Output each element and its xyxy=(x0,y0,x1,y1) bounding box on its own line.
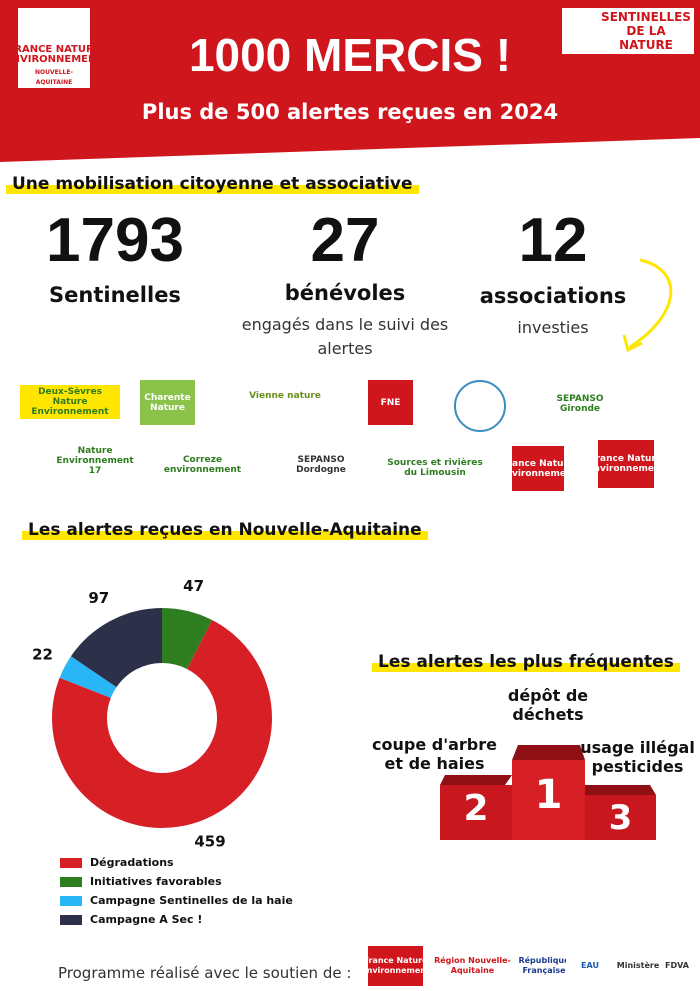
donut-slice xyxy=(59,656,117,698)
partner-logo: FNE xyxy=(368,380,413,425)
donut-chart: 47 459 22 97 xyxy=(32,577,273,851)
header-band xyxy=(0,0,700,162)
stat-label: bénévoles xyxy=(284,281,406,305)
value-label: 97 xyxy=(88,589,109,607)
logo-text: FRANCE NATURE ENVIRONNEMENT xyxy=(4,44,104,65)
stat-number: 27 xyxy=(310,206,380,275)
legend-swatch xyxy=(60,877,82,887)
sponsor-logo: Région Nouvelle-Aquitaine xyxy=(430,946,515,986)
section-heading: Les alertes les plus fréquentes xyxy=(372,652,680,672)
sponsor-logo: République Française xyxy=(518,946,570,986)
value-label: 22 xyxy=(32,646,53,664)
partner-logo: France Nature Environnement xyxy=(499,446,577,491)
logo-text: NOUVELLE-AQUITAINE xyxy=(35,69,73,86)
arrow xyxy=(622,258,673,353)
donut-slice xyxy=(162,608,213,670)
logo-text: SENTINELLES DE LA NATURE xyxy=(601,10,691,52)
sponsor-logo: EAU xyxy=(566,946,614,986)
stat-detail: investies xyxy=(517,318,589,337)
podium-label: usage illégal pesticides xyxy=(580,738,695,776)
sponsor-logo: FDVA xyxy=(660,946,694,986)
legend-swatch xyxy=(60,858,82,868)
donut-slice xyxy=(70,608,162,688)
partner-logo: Nature Environnement 17 xyxy=(56,438,134,484)
logo-box xyxy=(18,8,90,88)
partner-logo xyxy=(454,380,506,432)
section-heading: Une mobilisation citoyenne et associativ… xyxy=(6,174,419,194)
partner-logo: Charente Nature xyxy=(140,380,195,425)
partner-logo: Correze environnement xyxy=(164,440,241,490)
podium-rank: 3 xyxy=(608,798,633,838)
legend-label: Initiatives favorables xyxy=(90,875,222,888)
value-label: 47 xyxy=(183,577,204,595)
value-label: 459 xyxy=(194,833,225,851)
partner-logo: Vienne nature xyxy=(240,378,330,414)
stat-number: 12 xyxy=(518,206,588,275)
podium xyxy=(440,745,656,840)
stat-label: associations xyxy=(479,284,627,308)
footer-text: Programme réalisé avec le soutien de : xyxy=(58,964,352,982)
legend-label: Campagne Sentinelles de la haie xyxy=(90,894,293,907)
partner-logo: SEPANSO Gironde xyxy=(545,375,615,433)
podium-rank: 1 xyxy=(534,772,563,818)
stat-detail: engagés dans le suivi des alertes xyxy=(241,315,449,358)
podium-label: dépôt de déchets xyxy=(507,686,589,724)
sponsor-logo: France Nature Environnement xyxy=(361,946,430,986)
legend-swatch xyxy=(60,915,82,925)
donut-slice xyxy=(52,620,273,828)
stat-number: 1793 xyxy=(46,206,184,275)
legend-label: Campagne A Sec ! xyxy=(90,913,203,926)
stat-label: Sentinelles xyxy=(49,283,181,307)
legend-swatch xyxy=(60,896,82,906)
partner-logo: SEPANSO Dordogne xyxy=(292,440,350,490)
podium-label: coupe d'arbre et de haies xyxy=(372,735,497,773)
legend-label: Dégradations xyxy=(90,856,174,869)
partner-logo: France Nature Environnement xyxy=(587,440,665,488)
podium-rank: 2 xyxy=(463,788,489,829)
title: 1000 MERCIS ! xyxy=(188,29,512,81)
section-heading: Les alertes reçues en Nouvelle-Aquitaine xyxy=(22,520,428,540)
partner-logo: Deux-Sèvres Nature Environnement xyxy=(20,385,120,419)
subtitle: Plus de 500 alertes reçues en 2024 xyxy=(141,100,559,124)
logo-box xyxy=(562,8,694,54)
partner-logo: Sources et rivières du Limousin xyxy=(385,450,485,486)
sponsor-logo: Ministère xyxy=(616,946,660,986)
